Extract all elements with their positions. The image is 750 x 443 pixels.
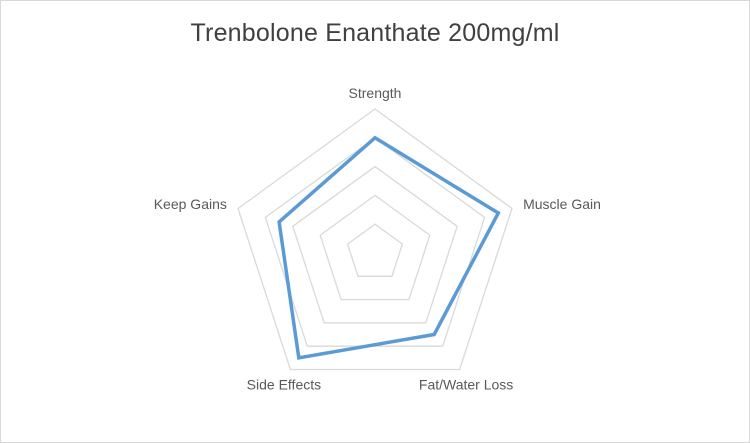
data-point-muscle-gain — [496, 211, 500, 215]
chart-title: Trenbolone Enanthate 200mg/ml — [190, 19, 560, 47]
grid-ring-1 — [346, 223, 404, 277]
grid-ring-5 — [237, 108, 513, 371]
data-point-keep-gains — [277, 220, 281, 224]
radar-series — [277, 135, 501, 360]
grid-ring-3 — [292, 165, 458, 324]
radar-grid — [237, 108, 513, 371]
axis-label-side-effects: Side Effects — [247, 377, 321, 393]
data-point-fat-water-loss — [432, 333, 436, 336]
series-line-0 — [277, 135, 501, 360]
axis-label-fat-water-loss: Fat/Water Loss — [419, 377, 513, 393]
axis-label-keep-gains: Keep Gains — [154, 196, 227, 212]
data-point-side-effects — [297, 356, 301, 360]
axis-label-strength: Strength — [349, 85, 402, 101]
grid-ring-2 — [319, 194, 431, 301]
axis-label-muscle-gain: Muscle Gain — [523, 196, 601, 212]
axis-labels: Strength Muscle Gain Fat/Water Loss Side Ef… — [154, 85, 601, 393]
data-point-strength — [373, 136, 377, 140]
